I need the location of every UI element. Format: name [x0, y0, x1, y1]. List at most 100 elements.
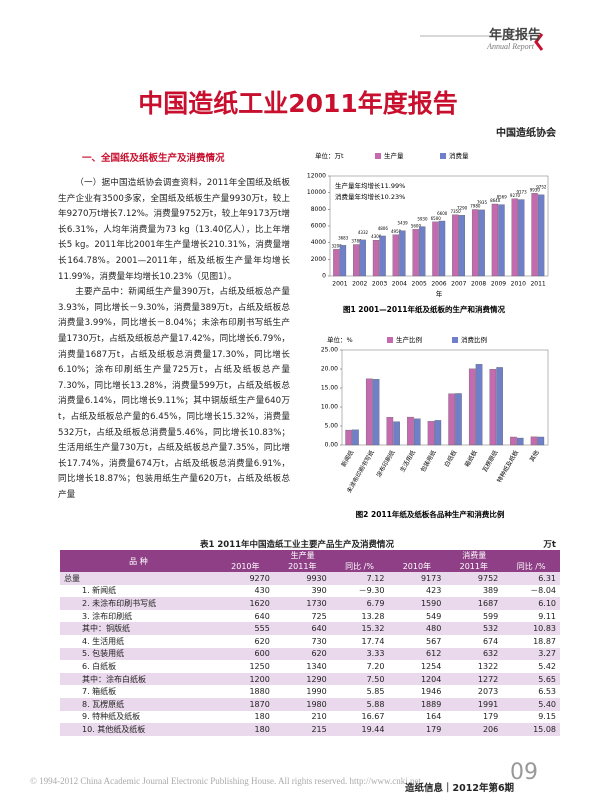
table-cell: 1889: [388, 697, 446, 711]
table-cell: 6.31: [502, 572, 560, 585]
x-tick-label: 特种纸及纸板: [495, 449, 520, 484]
bar: [386, 417, 394, 446]
bar: [531, 193, 538, 277]
legend-swatch: [387, 337, 393, 343]
table-cell: 9930: [273, 572, 331, 585]
bar: [412, 229, 419, 277]
table-cell: 480: [388, 622, 446, 635]
bar: [365, 378, 373, 446]
table-cell: 6. 白纸板: [82, 661, 117, 671]
table-row: 7. 箱纸板 1880 1990 5.85 1946 2073 6.53: [60, 685, 560, 698]
group-header: 品 种: [60, 550, 217, 572]
table-cell: 17.74: [361, 636, 385, 646]
header-chevron: [534, 33, 544, 51]
x-tick-label: 白纸板: [442, 449, 458, 469]
page-title: 中国造纸工业2011年度报告: [138, 89, 458, 118]
x-tick-label: 新闻纸: [339, 449, 355, 469]
bar: [530, 436, 538, 446]
y-tick-label: 20.00: [321, 366, 338, 373]
data-label: 9930: [530, 187, 541, 192]
data-label: 5930: [417, 217, 428, 222]
table-cell: 1204: [388, 672, 446, 686]
table-cell: 549: [426, 611, 442, 621]
group-header: 生产量: [216, 550, 389, 561]
table-body: 总量 9270 9930 7.12 9173 9752 6.31 1. 新闻纸 430 390 －9…: [60, 572, 560, 736]
table-cell: 1272: [445, 672, 503, 686]
x-tick-label: 2007: [451, 281, 466, 288]
table-cell: －8.04: [530, 586, 556, 596]
table-cell: 15.08: [502, 723, 560, 736]
bar: [455, 393, 462, 446]
column-header: 同比 /%: [502, 561, 560, 572]
table-cell: 1590: [388, 597, 446, 610]
data-label: 9752: [536, 185, 547, 190]
y-tick-label: 10000: [307, 189, 326, 196]
table-cell: 1990: [306, 687, 327, 697]
journal-name: 造纸信息｜2012年第6期: [405, 783, 515, 794]
x-tick-label: 2003: [372, 281, 387, 288]
bar: [359, 239, 366, 277]
table-cell: 1340: [306, 661, 327, 671]
data-label: 4300: [371, 234, 382, 239]
annotation: 消费量年均增长10.23%: [335, 192, 405, 201]
bar: [518, 199, 525, 277]
bar: [353, 244, 360, 277]
legend-label: 生产比例: [396, 335, 422, 344]
copyright: © 1994-2012 China Academic Journal Elect…: [30, 776, 421, 786]
table-cell: 555: [216, 622, 274, 635]
table-cell: 1. 新闻纸: [82, 586, 117, 596]
legend-swatch: [452, 337, 458, 343]
table-cell: 206: [445, 723, 503, 736]
header-section-en: Annual Report: [487, 42, 534, 51]
section-heading: 一、全国纸及纸板生产及消费情况: [82, 153, 225, 164]
table-row: 5. 包装用纸 600 620 3.33 612 632 3.27: [60, 647, 560, 661]
table-row: 3. 涂布印刷纸 640 725 13.28 549 599 9.11: [60, 610, 560, 623]
data-label: 4332: [358, 230, 369, 235]
legend-swatch: [440, 153, 446, 159]
table-cell: 5.40: [502, 697, 560, 711]
y-tick-label: 6000: [311, 223, 326, 230]
header-row: 品 种生产量 消费量: [60, 550, 560, 572]
table-row: 10. 其他纸及纸板 180 215 19.44 179 206 15.08: [60, 723, 560, 736]
table-cell: 725: [311, 611, 327, 621]
table-head: 品 种生产量 消费量 2010年 2011年 同比 /% 2010年 2011年 同比 /%: [60, 550, 560, 572]
data-label: 4950: [391, 229, 402, 234]
bar: [438, 220, 446, 277]
annotation: 生产量年均增长11.99%: [335, 181, 405, 190]
x-tick-label: 2004: [392, 281, 407, 288]
table-cell: 389: [482, 586, 499, 596]
bar: [537, 194, 545, 277]
table-row: 8. 瓦楞原纸 1870 1980 5.88 1889 1991 5.40: [60, 697, 560, 711]
table-cell: 3. 涂布印刷纸: [82, 611, 133, 621]
plot-frame: [341, 349, 549, 446]
x-tick-label: 2009: [491, 281, 506, 288]
table-cell: 9270: [216, 572, 274, 585]
table-cell: 其中：涂布白纸板: [60, 672, 217, 686]
table-cell: 430: [254, 586, 270, 596]
table-cell: 612: [388, 647, 446, 661]
table-cell: 19.44: [330, 723, 389, 736]
body-text: （一）据中国造纸协会调查资料，2011年全国纸及纸板生产企业有3500多家，全国…: [58, 176, 290, 503]
table-cell: 5.85: [366, 687, 385, 697]
table-cell: 180: [254, 712, 270, 722]
table-cell: 10. 其他纸及纸板: [60, 723, 217, 736]
x-tick-label: 2006: [431, 281, 446, 288]
table-cell: 640: [254, 611, 270, 621]
chart-unit: 单位：%: [327, 335, 353, 344]
bar: [468, 368, 476, 446]
table-cell: 1250: [249, 661, 270, 671]
table-cell: 7.50: [330, 672, 389, 686]
table-cell: 2. 未涂布印刷书写纸: [60, 597, 217, 610]
table-cell: 5. 包装用纸: [60, 647, 217, 661]
table-cell: 7.12: [330, 572, 389, 585]
table-cell: 164: [426, 712, 442, 722]
y-tick-label: 8000: [311, 206, 326, 213]
table-cell: 9.11: [538, 611, 556, 621]
paragraph: 主要产品中：新闻纸生产量390万t，占纸及纸板总产量3.93%，同比增长－9.3…: [58, 287, 290, 500]
table-cell: 9. 特种纸及纸板: [82, 712, 141, 722]
bar: [345, 429, 352, 446]
data-label: 3200: [332, 243, 343, 248]
legend-label: 生产量: [384, 151, 404, 160]
legend-label: 消费量: [449, 151, 469, 160]
